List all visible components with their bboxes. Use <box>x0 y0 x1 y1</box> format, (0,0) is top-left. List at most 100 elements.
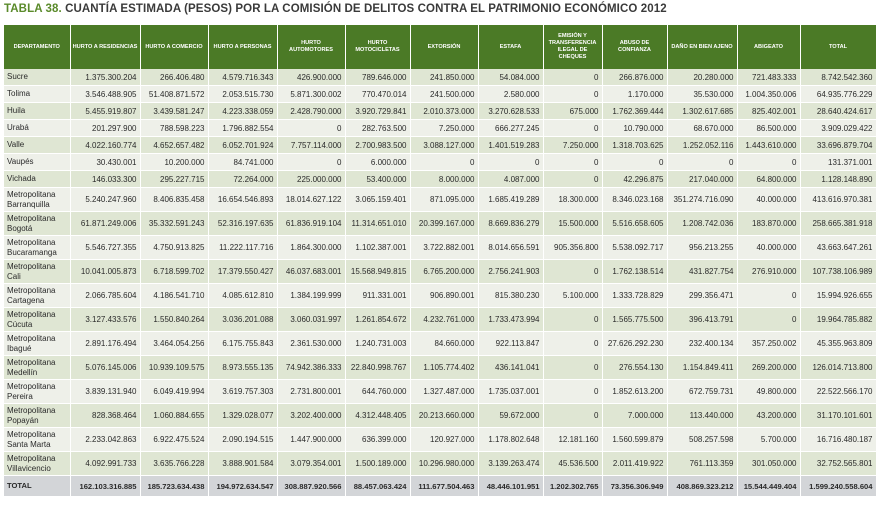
table-row: Metropolitana Medellín 5.076.145.006 10.93… <box>4 355 877 380</box>
table-cell: 911.331.001 <box>345 283 411 308</box>
table-cell: 59.672.000 <box>478 403 544 428</box>
table-cell: 4.579.716.343 <box>208 69 278 86</box>
table-cell: 1.500.189.000 <box>345 451 411 476</box>
table-cell: 241.500.000 <box>410 85 479 103</box>
table-cell: 0 <box>543 355 603 380</box>
table-cell: 1.565.775.500 <box>602 307 668 332</box>
table-cell: 120.927.000 <box>410 427 479 452</box>
table-cell: 43.663.647.261 <box>800 235 877 260</box>
row-label: Metropolitana Ibagué <box>4 331 71 356</box>
table-cell: 30.430.001 <box>70 153 141 171</box>
table-cell: 3.079.354.001 <box>277 451 346 476</box>
table-cell: 16.654.546.893 <box>208 187 278 212</box>
table-cell: 6.718.599.702 <box>140 259 209 284</box>
table-cell: 5.240.247.960 <box>70 187 141 212</box>
table-cell: 2.090.194.515 <box>208 427 278 452</box>
table-cell: 18.014.627.122 <box>277 187 346 212</box>
table-cell: 0 <box>737 307 801 332</box>
table-cell: 22.840.998.767 <box>345 355 411 380</box>
table-cell: 0 <box>410 153 479 171</box>
table-cell: 6.922.475.524 <box>140 427 209 452</box>
table-cell: 266.406.480 <box>140 69 209 86</box>
row-label: Metropolitana Villavicencio <box>4 451 71 476</box>
row-label: Metropolitana Cartagena <box>4 283 71 308</box>
row-label: Valle <box>4 136 71 154</box>
table-cell: 43.200.000 <box>737 403 801 428</box>
table-cell: 295.227.715 <box>140 170 209 188</box>
row-label: Vichada <box>4 170 71 188</box>
table-cell: 0 <box>277 119 346 137</box>
table-cell: 88.457.063.424 <box>345 475 411 497</box>
table-cell: 1.105.774.402 <box>410 355 479 380</box>
table-cell: 4.087.000 <box>478 170 544 188</box>
table-cell: 22.522.566.170 <box>800 379 877 404</box>
table-cell: 1.401.519.283 <box>478 136 544 154</box>
table-cell: 185.723.634.438 <box>140 475 209 497</box>
table-cell: 111.677.504.463 <box>410 475 479 497</box>
table-cell: 84.660.000 <box>410 331 479 356</box>
table-cell: 6.049.419.994 <box>140 379 209 404</box>
table-cell: 3.839.131.940 <box>70 379 141 404</box>
table-cell: 5.871.300.002 <box>277 85 346 103</box>
table-cell: 86.500.000 <box>737 119 801 137</box>
table-cell: 7.250.000 <box>543 136 603 154</box>
table-cell: 4.092.991.733 <box>70 451 141 476</box>
table-cell: 61.836.919.104 <box>277 211 346 236</box>
table-row: Metropolitana Santa Marta 2.233.042.863 6.… <box>4 427 877 452</box>
table-cell: 508.257.598 <box>667 427 738 452</box>
table-cell: 1.240.731.003 <box>345 331 411 356</box>
table-cell: 10.296.980.000 <box>410 451 479 476</box>
table-row: Urabá 201.297.900 788.598.223 1.796.882.554… <box>4 119 877 137</box>
table-cell: 126.014.713.800 <box>800 355 877 380</box>
table-row: Metropolitana Pereira 3.839.131.940 6.049.… <box>4 379 877 404</box>
table-cell: 8.000.000 <box>410 170 479 188</box>
table-number: TABLA 38. <box>4 3 62 15</box>
table-cell: 45.355.963.809 <box>800 331 877 356</box>
row-label: Metropolitana Medellín <box>4 355 71 380</box>
table-cell: 5.516.658.605 <box>602 211 668 236</box>
column-header: HURTO MOTOCICLETAS <box>345 25 411 69</box>
table-cell: 1.208.742.036 <box>667 211 738 236</box>
table-cell: 3.635.766.228 <box>140 451 209 476</box>
row-label: Vaupés <box>4 153 71 171</box>
table-cell: 269.200.000 <box>737 355 801 380</box>
table-cell: 42.296.875 <box>602 170 668 188</box>
table-cell: 4.186.541.710 <box>140 283 209 308</box>
table-cell: 3.270.628.533 <box>478 102 544 120</box>
table-cell: 225.000.000 <box>277 170 346 188</box>
table-cell: 10.200.000 <box>140 153 209 171</box>
table-cell: 1.796.882.554 <box>208 119 278 137</box>
table-cell: 1.060.884.655 <box>140 403 209 428</box>
table-cell: 672.759.731 <box>667 379 738 404</box>
header-row: DEPARTAMENTO HURTO A RESIDENCIAS HURTO A C… <box>4 25 877 69</box>
table-cell: 8.669.836.279 <box>478 211 544 236</box>
table-cell: 4.085.612.810 <box>208 283 278 308</box>
table-cell: 5.100.000 <box>543 283 603 308</box>
table-cell: 1.443.610.000 <box>737 136 801 154</box>
column-header: ABIGEATO <box>737 25 801 69</box>
table-cell: 217.040.000 <box>667 170 738 188</box>
table-cell: 1.128.148.890 <box>800 170 877 188</box>
table-cell: 1.261.854.672 <box>345 307 411 332</box>
table-cell: 906.890.001 <box>410 283 479 308</box>
table-cell: 20.213.660.000 <box>410 403 479 428</box>
table-cell: 68.670.000 <box>667 119 738 137</box>
table-cell: 351.274.716.090 <box>667 187 738 212</box>
table-cell: 15.994.926.655 <box>800 283 877 308</box>
table-cell: 8.973.555.135 <box>208 355 278 380</box>
table-cell: 0 <box>667 153 738 171</box>
table-cell: 10.939.109.575 <box>140 355 209 380</box>
row-label: Metropolitana Barranquilla <box>4 187 71 212</box>
table-cell: 436.141.041 <box>478 355 544 380</box>
column-header: HURTO AUTOMOTORES <box>277 25 346 69</box>
table-cell: 10.041.005.873 <box>70 259 141 284</box>
table-cell: 0 <box>602 153 668 171</box>
table-cell: 308.887.920.566 <box>277 475 346 497</box>
row-label: TOTAL <box>4 475 71 497</box>
row-label: Metropolitana Bogotá <box>4 211 71 236</box>
table-cell: 2.700.983.500 <box>345 136 411 154</box>
table-cell: 1.735.037.001 <box>478 379 544 404</box>
table-cell: 15.500.000 <box>543 211 603 236</box>
table-cell: 3.060.031.997 <box>277 307 346 332</box>
table-cell: 4.652.657.482 <box>140 136 209 154</box>
